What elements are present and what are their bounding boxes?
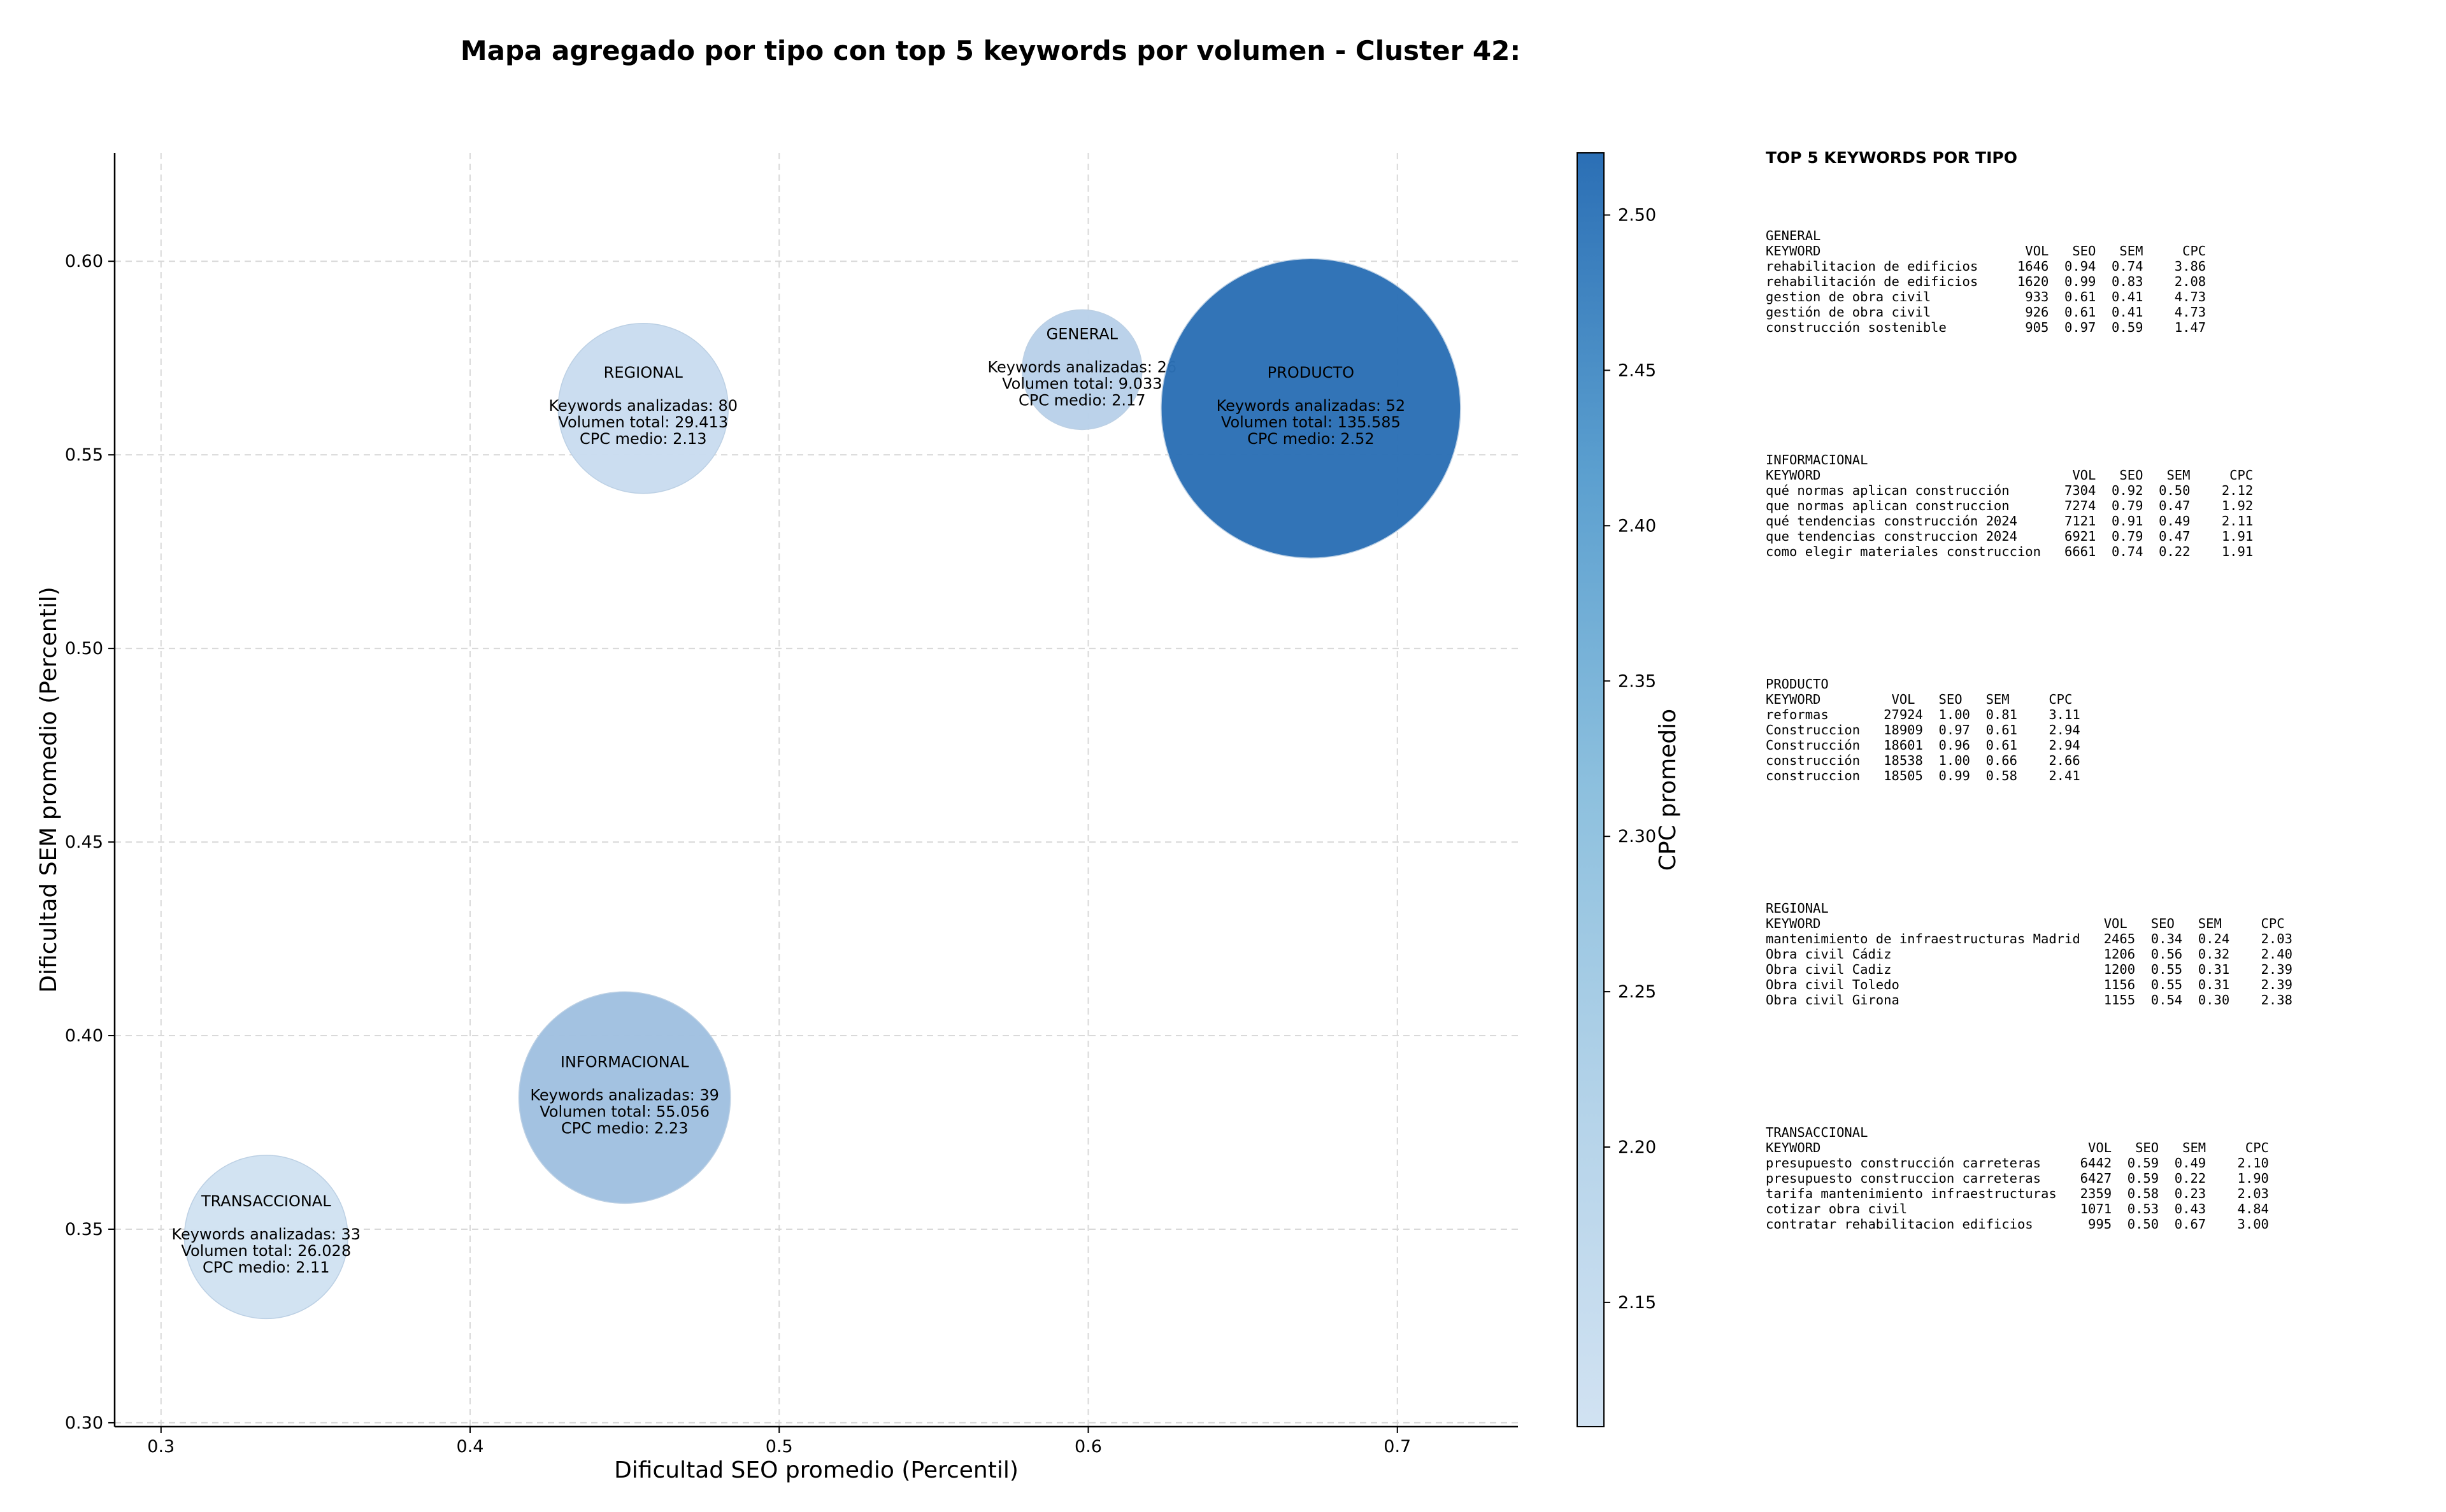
group-table: KEYWORD VOL SEO SEM CPC rehabilitacion d… [1766, 243, 2206, 335]
y-tick-label: 0.40 [65, 1026, 103, 1046]
bubble-cpc: CPC medio: 2.11 [203, 1259, 330, 1276]
bubble-volume: Volumen total: 55.056 [540, 1102, 710, 1120]
bubble-keywords: Keywords analizadas: 52 [1217, 397, 1406, 415]
y-tick-label: 0.30 [65, 1413, 103, 1433]
group-name: REGIONAL [1766, 901, 1829, 916]
bubble-regional [557, 322, 729, 494]
group-table: KEYWORD VOL SEO SEM CPC reformas 27924 1… [1766, 692, 2080, 783]
bubble-cpc: CPC medio: 2.13 [580, 430, 707, 448]
group-table: KEYWORD VOL SEO SEM CPC mantenimiento de… [1766, 916, 2292, 1008]
chart-title: Mapa agregado por tipo con top 5 keyword… [460, 35, 1521, 66]
x-tick-label: 0.3 [147, 1437, 175, 1457]
grid-lines [115, 153, 1518, 1427]
group-name: PRODUCTO [1766, 676, 1829, 692]
bubble-label: PRODUCTO [1268, 364, 1354, 382]
colorbar-label: CPC promedio [1655, 709, 1681, 871]
y-tick-label: 0.60 [65, 252, 103, 271]
bubble-transaccional [183, 1155, 348, 1320]
group-name: GENERAL [1766, 228, 1821, 243]
colorbar-tick-label: 2.15 [1618, 1293, 1656, 1313]
bubble-keywords: Keywords analizadas: 26 [988, 358, 1177, 376]
bubble-keywords: Keywords analizadas: 39 [530, 1086, 719, 1104]
bubble-keywords: Keywords analizadas: 33 [171, 1225, 361, 1243]
panel-group-producto: PRODUCTO KEYWORD VOL SEO SEM CPC reforma… [1766, 676, 2080, 783]
panel-title: TOP 5 KEYWORDS POR TIPO [1766, 148, 2017, 167]
bubble-general [1022, 309, 1143, 431]
group-table: KEYWORD VOL SEO SEM CPC qué normas aplic… [1766, 467, 2254, 559]
bubble-keywords: Keywords analizadas: 80 [548, 397, 738, 415]
bubble-informacional [518, 991, 731, 1204]
x-tick-label: 0.5 [766, 1437, 793, 1457]
group-name: TRANSACCIONAL [1766, 1125, 1868, 1140]
y-axis-label: Dificultad SEM promedio (Percentil) [36, 587, 62, 993]
bubble-volume: Volumen total: 135.585 [1221, 413, 1401, 431]
panel-group-transaccional: TRANSACCIONAL KEYWORD VOL SEO SEM CPC pr… [1766, 1125, 2269, 1232]
bubble-volume: Volumen total: 29.413 [558, 413, 728, 431]
y-tick-label: 0.50 [65, 639, 103, 659]
panel-group-regional: REGIONAL KEYWORD VOL SEO SEM CPC manteni… [1766, 901, 2292, 1008]
colorbar-gradient [1577, 152, 1605, 1427]
y-tick-label: 0.55 [65, 445, 103, 465]
bubble-label: TRANSACCIONAL [201, 1192, 331, 1210]
group-table: KEYWORD VOL SEO SEM CPC presupuesto cons… [1766, 1140, 2269, 1232]
keyword-panel: TOP 5 KEYWORDS POR TIPO GENERAL KEYWORD … [1766, 148, 2441, 1232]
colorbar-tick-label: 2.50 [1618, 206, 1656, 225]
x-axis-label: Dificultad SEO promedio (Percentil) [614, 1457, 1019, 1483]
bubble-cpc: CPC medio: 2.52 [1247, 430, 1375, 448]
bubble-label: GENERAL [1047, 325, 1119, 343]
group-name: INFORMACIONAL [1766, 452, 1868, 467]
colorbar-tick-label: 2.40 [1618, 516, 1656, 536]
panel-group-general: GENERAL KEYWORD VOL SEO SEM CPC rehabili… [1766, 228, 2206, 335]
colorbar-tick-label: 2.20 [1618, 1138, 1656, 1157]
colorbar: 2.15 2.20 2.25 2.30 2.35 2.40 2.45 2.50 CPC prom… [1577, 152, 1681, 1427]
y-tick-label: 0.45 [65, 832, 103, 852]
bubble-cpc: CPC medio: 2.17 [1019, 391, 1146, 409]
x-tick-label: 0.7 [1384, 1437, 1411, 1457]
colorbar-tick-label: 2.30 [1618, 827, 1656, 846]
axes: 0.3 0.4 0.5 0.6 0.7 0.30 0.35 0.40 0.45 0.50 0.55 0… [36, 153, 1518, 1483]
y-tick-label: 0.35 [65, 1220, 103, 1239]
bubble-volume: Volumen total: 26.028 [181, 1242, 351, 1260]
bubble-label: REGIONAL [604, 364, 683, 382]
bubble-volume: Volumen total: 9.033 [1002, 374, 1162, 392]
bubble-label: INFORMACIONAL [561, 1053, 689, 1071]
colorbar-tick-label: 2.45 [1618, 360, 1656, 380]
panel-group-informacional: INFORMACIONAL KEYWORD VOL SEO SEM CPC qu… [1766, 452, 2253, 559]
x-tick-label: 0.6 [1075, 1437, 1102, 1457]
bubble-producto [1161, 258, 1461, 559]
x-tick-label: 0.4 [457, 1437, 484, 1457]
colorbar-tick-label: 2.25 [1618, 982, 1656, 1002]
colorbar-tick-label: 2.35 [1618, 671, 1656, 691]
bubble-cpc: CPC medio: 2.23 [561, 1119, 689, 1137]
